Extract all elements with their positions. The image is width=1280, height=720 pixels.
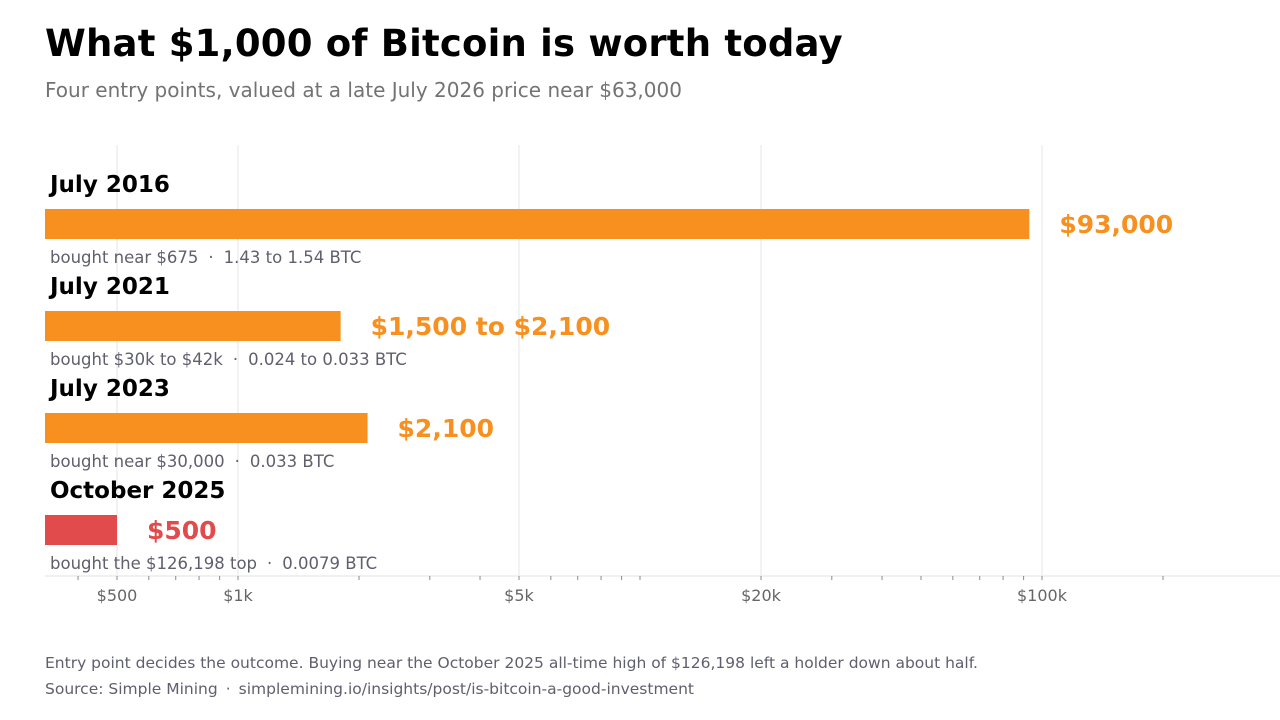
detail-separator: ·: [233, 350, 238, 369]
detail-price: bought near $30,000: [50, 452, 225, 471]
category-label: July 2021: [48, 274, 170, 300]
category-label: July 2016: [48, 172, 170, 198]
detail-price: bought the $126,198 top: [50, 554, 257, 573]
bar: [45, 311, 341, 341]
source-label: Source: Simple Mining: [45, 680, 218, 698]
detail-btc: 1.43 to 1.54 BTC: [224, 248, 362, 267]
detail-price: bought near $675: [50, 248, 198, 267]
chart-subtitle: Four entry points, valued at a late July…: [45, 78, 682, 102]
x-tick-label: $100k: [1017, 586, 1068, 605]
detail-price: bought $30k to $42k: [50, 350, 223, 369]
footnote: Entry point decides the outcome. Buying …: [45, 654, 978, 672]
x-tick-label: $500: [97, 586, 138, 605]
bars: July 2016 $93,000 bought near $675 · 1.43 to…: [45, 172, 1173, 573]
value-label: $93,000: [1059, 210, 1173, 239]
source-separator: ·: [225, 680, 231, 698]
detail-text: bought near $30,000 · 0.033 BTC: [50, 452, 334, 471]
bar: [45, 413, 368, 443]
source-url[interactable]: simplemining.io/insights/post/is-bitcoin…: [238, 680, 694, 698]
detail-text: bought $30k to $42k · 0.024 to 0.033 BTC: [50, 350, 407, 369]
category-label: July 2023: [48, 376, 170, 402]
detail-text: bought near $675 · 1.43 to 1.54 BTC: [50, 248, 361, 267]
source-line: Source: Simple Mining · simplemining.io/in…: [45, 680, 694, 698]
x-tick-label: $5k: [504, 586, 534, 605]
bar: [45, 209, 1030, 239]
detail-separator: ·: [208, 248, 213, 267]
value-label: $500: [147, 516, 217, 545]
category-label: October 2025: [50, 478, 225, 504]
x-tick-label: $1k: [223, 586, 253, 605]
value-label: $2,100: [398, 414, 494, 443]
x-tick-label: $20k: [741, 586, 782, 605]
chart-title: What $1,000 of Bitcoin is worth today: [45, 22, 843, 65]
detail-separator: ·: [235, 452, 240, 471]
detail-btc: 0.033 BTC: [250, 452, 334, 471]
x-axis: $500 $1k $5k $20k $100k: [45, 575, 1280, 605]
detail-separator: ·: [267, 554, 272, 573]
detail-text: bought the $126,198 top · 0.0079 BTC: [50, 554, 377, 573]
value-label: $1,500 to $2,100: [371, 312, 610, 341]
detail-btc: 0.024 to 0.033 BTC: [248, 350, 407, 369]
detail-btc: 0.0079 BTC: [282, 554, 377, 573]
bar: [45, 515, 117, 545]
